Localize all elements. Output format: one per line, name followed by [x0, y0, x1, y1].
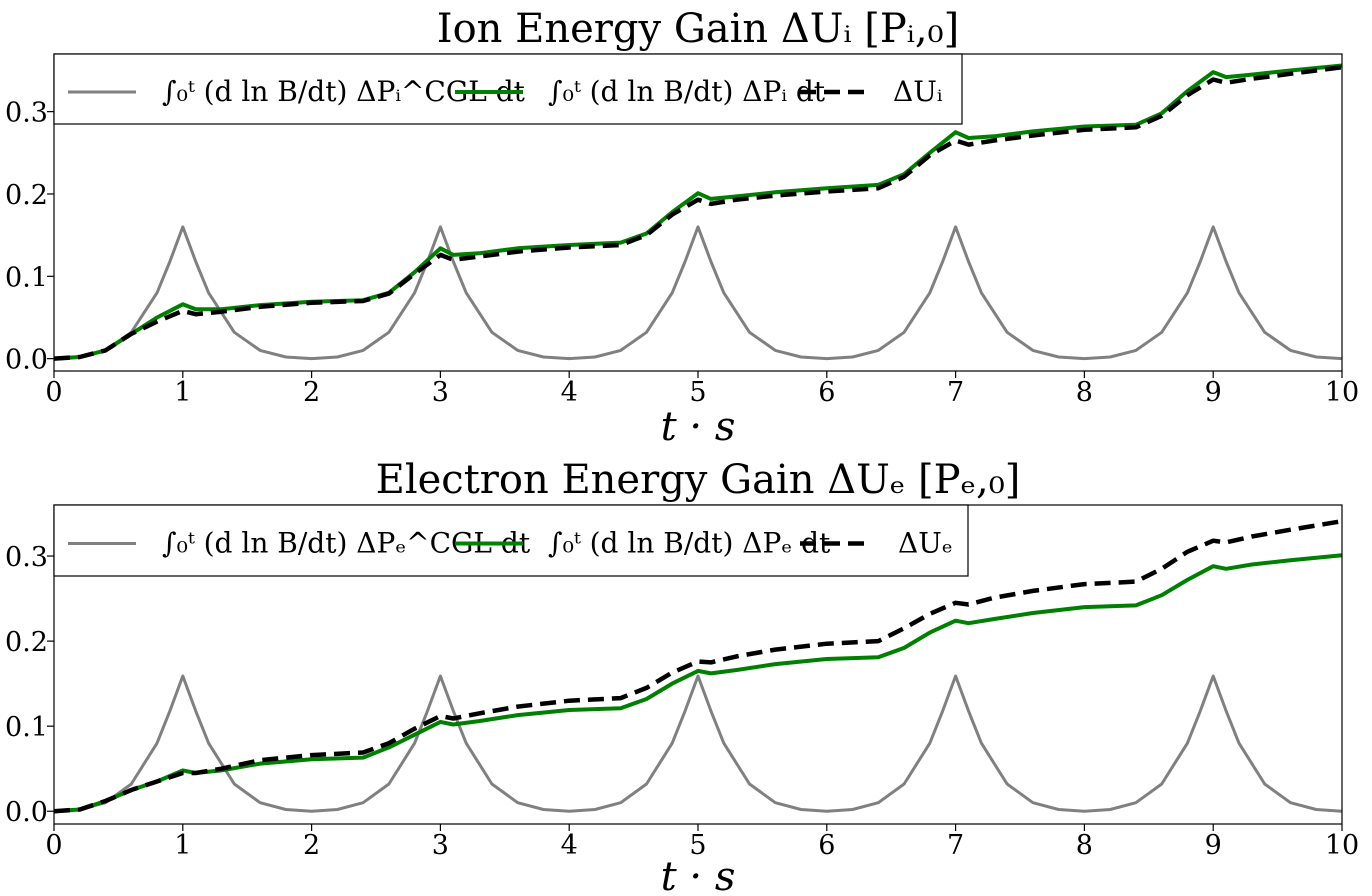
y-tick-label: 0.2	[5, 627, 48, 658]
legend-label-2: ΔUₑ	[898, 527, 953, 560]
x-tick-label: 2	[303, 830, 320, 861]
x-tick-label: 9	[1205, 377, 1222, 408]
series-line-2	[53, 64, 1343, 361]
legend-label-1: ∫₀ᵗ (d ln B/dt) ΔPₑ dt	[548, 527, 831, 560]
legend: ∫₀ᵗ (d ln B/dt) ΔPᵢ^CGL dt ∫₀ᵗ (d ln B/dt…	[53, 53, 963, 125]
electron-energy-panel: Electron Energy Gain ΔUₑ [Pₑ,₀] 0 1 2 3 4 5 6 7 8…	[5, 457, 1359, 896]
x-tick-label: 8	[1076, 377, 1093, 408]
chart-title: Ion Energy Gain ΔUᵢ [Pᵢ,₀]	[437, 6, 959, 52]
y-tick-label: 0.2	[5, 180, 48, 211]
legend-box	[53, 53, 963, 125]
x-tick-label: 6	[818, 377, 835, 408]
ion-energy-panel: Ion Energy Gain ΔUᵢ [Pᵢ,₀] 0 1 2 3 4 5 6 7 8 9 10 0.…	[5, 6, 1359, 450]
legend-label-2: ΔUᵢ	[893, 75, 943, 108]
legend-label-1: ∫₀ᵗ (d ln B/dt) ΔPᵢ dt	[548, 75, 826, 108]
x-axis-label: t · s	[661, 854, 736, 896]
y-tick-label: 0.1	[5, 712, 48, 743]
x-tick-label: 5	[689, 377, 706, 408]
x-tick-label: 7	[947, 377, 964, 408]
x-tick-label: 1	[174, 377, 191, 408]
chart-title: Electron Energy Gain ΔUₑ [Pₑ,₀]	[376, 457, 1021, 503]
x-tick-label: 3	[432, 377, 449, 408]
y-tick-label: 0.1	[5, 262, 48, 293]
x-tick-label: 8	[1076, 830, 1093, 861]
series-line-1	[53, 553, 1343, 814]
y-tick-label: 0.0	[5, 345, 48, 376]
series-line-0	[53, 225, 1343, 361]
series-line-2	[53, 518, 1343, 814]
legend: ∫₀ᵗ (d ln B/dt) ΔPₑ^CGL dt ∫₀ᵗ (d ln B/dt…	[53, 504, 969, 577]
x-tick-label: 5	[689, 830, 706, 861]
x-tick-label: 1	[174, 830, 191, 861]
x-tick-label: 7	[947, 830, 964, 861]
x-tick-label: 10	[1325, 830, 1359, 861]
series-line-1	[53, 63, 1343, 361]
x-tick-label: 10	[1325, 377, 1359, 408]
y-tick-label: 0.3	[5, 98, 48, 129]
x-axis-label: t · s	[661, 404, 736, 450]
y-tick-label: 0.3	[5, 542, 48, 573]
x-tick-label: 0	[45, 377, 62, 408]
y-tick-label: 0.0	[5, 797, 48, 828]
x-tick-label: 9	[1205, 830, 1222, 861]
x-tick-label: 6	[818, 830, 835, 861]
x-tick-label: 4	[561, 377, 578, 408]
legend-box	[53, 504, 969, 577]
x-tick-label: 0	[45, 830, 62, 861]
x-tick-label: 2	[303, 377, 320, 408]
series-line-0	[53, 674, 1343, 813]
x-tick-label: 4	[561, 830, 578, 861]
x-tick-label: 3	[432, 830, 449, 861]
